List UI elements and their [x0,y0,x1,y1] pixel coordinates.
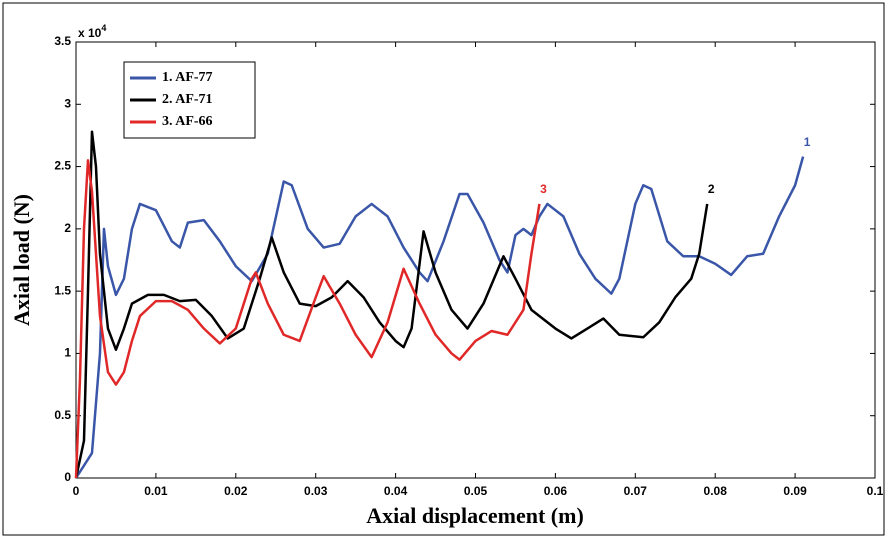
end-label: 1 [804,135,811,149]
y-tick-label: 2 [64,221,71,235]
y-tick-label: 1 [64,346,71,360]
end-label: 2 [708,182,715,196]
end-label: 3 [540,182,547,196]
legend-label: 3. AF-66 [162,114,213,129]
x-axis-title: Axial displacement (m) [366,503,584,528]
y-tick-label: 1.5 [54,283,71,297]
x-tick-label: 0.01 [144,484,168,498]
x-tick-label: 0.07 [624,484,648,498]
multiplier-exponent: 4 [101,23,106,33]
x-tick-label: 0.06 [544,484,568,498]
series-line [74,130,709,479]
x-tick-label: 0.05 [464,484,488,498]
multiplier-base: x 10 [78,26,102,40]
y-tick-label: 2.5 [54,159,71,173]
y-axis-title: Axial load (N) [9,194,34,326]
y-tick-label: 3 [64,96,71,110]
x-tick-label: 0.09 [783,484,807,498]
x-tick-label: 0.08 [704,484,728,498]
y-tick-label: 3.5 [54,34,71,48]
legend-label: 2. AF-71 [162,92,213,107]
x-tick-label: 0.03 [304,484,328,498]
x-tick-label: 0.04 [384,484,408,498]
y-tick-label: 0 [64,470,71,484]
series-line [74,156,805,479]
x-tick-label: 0 [73,484,80,498]
x-tick-label: 0.1 [867,484,884,498]
x-tick-label: 0.02 [224,484,248,498]
legend-label: 1. AF-77 [162,70,213,85]
y-multiplier: x 104 [78,23,106,40]
y-tick-label: 0.5 [54,408,71,422]
series-line [74,159,541,479]
